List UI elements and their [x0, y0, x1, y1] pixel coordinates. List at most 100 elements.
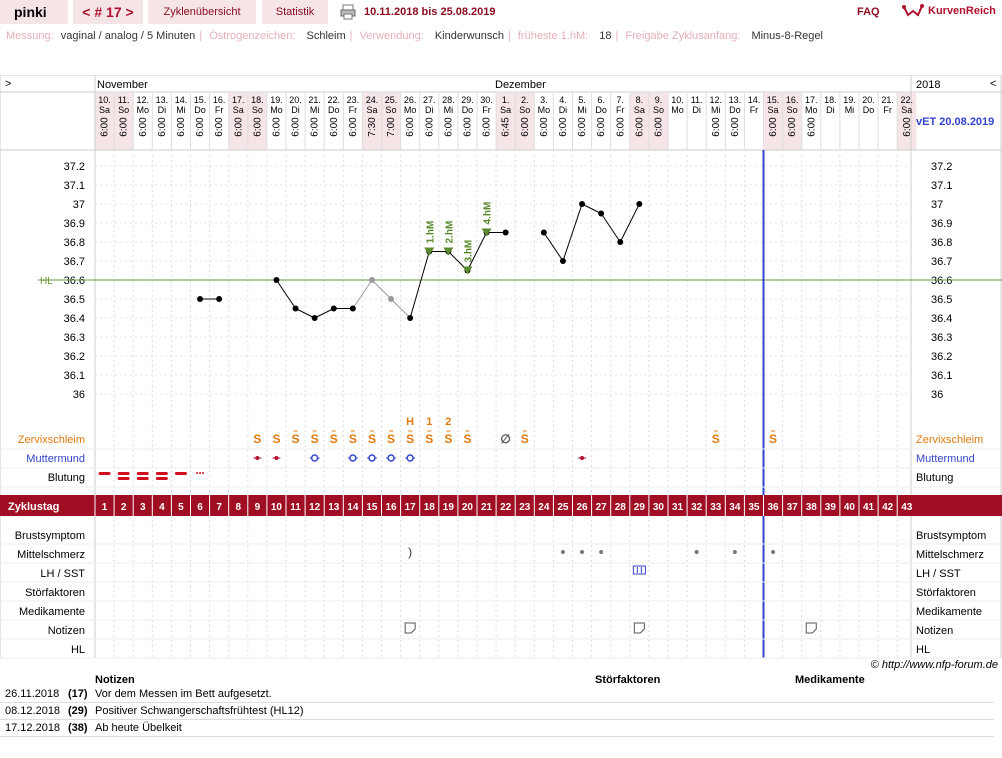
month-label: November	[97, 79, 148, 91]
row-label: Medikamente	[916, 606, 982, 618]
note-day: (38)	[68, 722, 88, 734]
row-label: Zervixschleim	[916, 434, 983, 446]
day-weekday: So	[118, 105, 129, 115]
value-messung: vaginal / analog / 5 Minuten	[60, 30, 196, 42]
hm-label: 4.hM	[483, 202, 494, 225]
row-label: Notizen	[48, 625, 85, 637]
mucus-mark: S	[406, 432, 414, 446]
cycle-day-number: 24	[538, 502, 550, 513]
measure-time: 6:00	[539, 117, 550, 137]
day-date: 27.	[423, 95, 436, 105]
cycle-day-number: 13	[328, 502, 340, 513]
cervix-mark	[349, 454, 357, 462]
y-tick-label: 36.3	[64, 332, 85, 344]
day-date: 13.	[156, 95, 169, 105]
day-date: 22.	[900, 95, 913, 105]
day-date: 11.	[118, 95, 130, 105]
measure-time: 6:00	[176, 117, 187, 137]
bleeding-spot	[196, 472, 199, 474]
temp-point	[540, 229, 547, 236]
y-tick-label: 36.8	[931, 237, 952, 249]
day-weekday: Mo	[805, 105, 818, 115]
cycle-day-number: 9	[255, 502, 261, 513]
day-weekday: So	[653, 105, 664, 115]
measure-time: 7:00	[386, 117, 397, 137]
hm-marker	[443, 247, 454, 256]
note-row: 26.11.2018 (17) Vor dem Messen im Bett auf…	[0, 686, 994, 703]
note-row: 17.12.2018 (38) Ab heute Übelkeit	[0, 720, 994, 737]
hm-label: 3.hM	[463, 240, 474, 263]
nav-right-arrow[interactable]: <	[990, 78, 996, 90]
weekend-cell	[897, 93, 917, 150]
row-label: Blutung	[916, 472, 953, 484]
bleeding-spot	[202, 472, 205, 474]
cycle-navigator[interactable]: < # 17 >	[73, 0, 143, 24]
y-tick-label: 37	[931, 199, 943, 211]
label-hm: früheste 1.hM:	[517, 30, 589, 42]
measure-time: 6:00	[577, 117, 588, 137]
day-weekday: Fr	[215, 105, 224, 115]
temp-curve-segment	[409, 251, 430, 319]
temp-point	[407, 315, 414, 321]
row-label: Störfaktoren	[25, 587, 85, 599]
measure-time: 6:00	[157, 117, 168, 137]
cycle-day-number: 37	[787, 502, 799, 513]
day-weekday: Mo	[270, 105, 283, 115]
print-icon[interactable]	[340, 4, 356, 20]
temp-curve-segment	[562, 203, 583, 262]
coverline-label: HL	[40, 276, 53, 287]
faq-link[interactable]: FAQ	[857, 6, 880, 18]
day-weekday: Sa	[233, 105, 244, 115]
weekend-cell	[648, 93, 668, 150]
date-range: 10.11.2018 bis 25.08.2019	[364, 6, 496, 18]
weekend-cell	[496, 93, 516, 150]
bleeding-mark	[98, 472, 111, 475]
measure-time: 6:00	[520, 117, 531, 137]
day-weekday: Di	[826, 105, 835, 115]
bleeding-mark	[155, 477, 168, 480]
day-weekday: Di	[692, 105, 701, 115]
pain-dot	[694, 550, 699, 554]
y-tick-label: 36	[73, 389, 85, 401]
day-date: 14.	[175, 95, 188, 105]
tab-cycle-overview[interactable]: Zyklenübersicht	[148, 0, 256, 24]
measure-time: 6:00	[443, 117, 454, 137]
row-label: HL	[916, 644, 930, 656]
day-date: 28.	[442, 95, 455, 105]
measure-time: 6:00	[252, 117, 263, 137]
measure-time: 6:00	[653, 117, 664, 137]
temp-point	[559, 258, 566, 264]
cycle-day-number: 16	[385, 502, 397, 513]
copyright: © http://www.nfp-forum.de	[870, 659, 998, 671]
cycle-day-number: 7	[216, 502, 222, 513]
temp-curve-segment	[371, 279, 392, 300]
day-date: 7.	[616, 95, 624, 105]
day-date: 3.	[540, 95, 548, 105]
cycle-day-number: 26	[576, 502, 588, 513]
cycle-day-number: 21	[481, 502, 493, 513]
temp-point	[330, 305, 337, 312]
brand-logo[interactable]: KurvenReich	[902, 3, 1002, 21]
measure-time: 6:45	[501, 117, 512, 137]
day-weekday: Do	[729, 105, 741, 115]
mucus-mark: S	[444, 432, 452, 446]
row-label: Brustsymptom	[916, 530, 986, 542]
notes-header: Notizen	[95, 674, 135, 686]
measure-time: 6:00	[291, 117, 302, 137]
day-weekday: Fr	[482, 105, 491, 115]
tab-statistics[interactable]: Statistik	[262, 0, 328, 24]
cycle-day-number: 35	[748, 502, 760, 513]
day-weekday: Fr	[883, 105, 892, 115]
cycle-day-bar	[0, 495, 1002, 516]
note-text: Positiver Schwangerschaftsfrühtest (HL12…	[95, 705, 304, 717]
row-label: Zervixschleim	[18, 434, 85, 446]
note-icon	[805, 622, 817, 634]
temp-curve-segment	[581, 203, 602, 214]
value-verwendung: Kinderwunsch	[434, 30, 504, 42]
cycle-day-number: 19	[443, 502, 455, 513]
day-weekday: Mi	[577, 105, 587, 115]
day-weekday: Mo	[671, 105, 684, 115]
y-tick-label: 37.2	[931, 161, 952, 173]
nav-left-arrow[interactable]: >	[5, 78, 11, 90]
day-date: 17.	[232, 95, 245, 105]
